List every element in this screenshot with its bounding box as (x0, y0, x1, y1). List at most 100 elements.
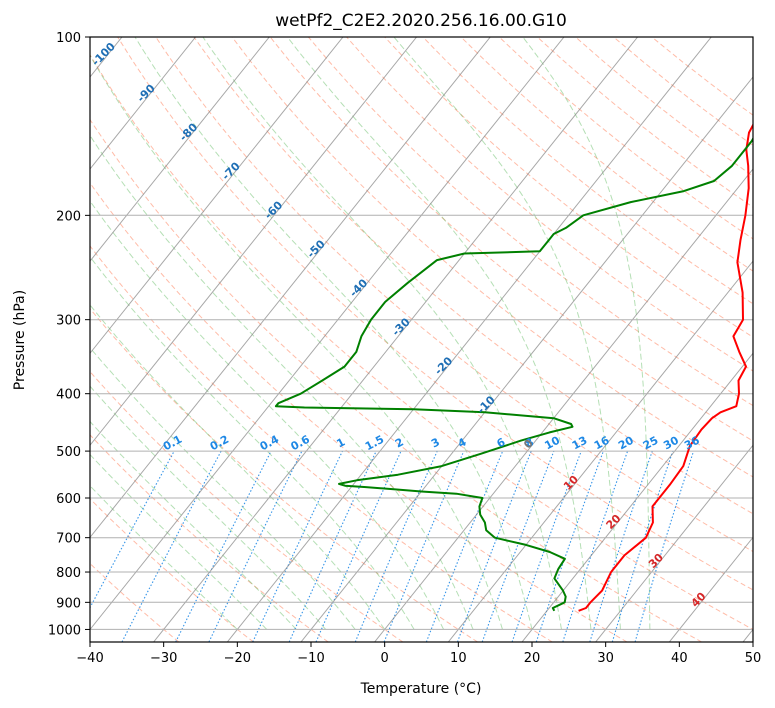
isotherm-line (742, 628, 753, 642)
mixing-ratio-label: 30 (661, 434, 681, 453)
isotherm-label: -90 (135, 81, 158, 104)
isotherm-label: 40 (689, 590, 709, 610)
x-tick-label: −40 (76, 651, 103, 666)
moist-adiabat-line (287, 37, 592, 630)
mixing-ratio-label: 0.2 (208, 433, 231, 454)
mixing-ratio-label: 20 (616, 434, 636, 453)
isotherm-line (521, 352, 753, 642)
isotherm-line (595, 444, 753, 642)
isotherm-label: -80 (177, 120, 200, 143)
isotherm-line (90, 37, 491, 539)
y-tick-label: 500 (56, 445, 81, 460)
moist-adiabat-line (202, 37, 562, 630)
isotherm-label: -30 (390, 315, 413, 338)
mixing-ratio-label: 36 (682, 434, 702, 453)
dry-adiabat-line (231, 37, 753, 478)
profile-lines (274, 123, 753, 612)
mixing-ratio-label: 13 (570, 434, 590, 453)
mixing-ratio-line (634, 450, 695, 642)
isotherm-line (90, 37, 344, 355)
y-tick-label: 900 (56, 596, 81, 611)
dry-adiabat-line (90, 498, 254, 642)
isotherm-line (668, 536, 753, 642)
dry-adiabat-line (575, 37, 753, 177)
mixing-ratio-line (121, 450, 222, 642)
temperature-profile-line (578, 123, 753, 612)
y-tick-label: 800 (56, 566, 81, 581)
plot-frame (89, 36, 754, 643)
isotherm-line (153, 37, 638, 642)
isotherm-label: -60 (262, 198, 285, 221)
isotherm-label: -70 (220, 159, 243, 182)
mixing-ratio-line (288, 450, 377, 642)
x-tick-label: −20 (224, 651, 251, 666)
isotherm-label: -20 (432, 354, 455, 377)
axes: −40 −30 −20 −10 0 10 20 30 40 50 100 200 300 400 500 60… (48, 31, 761, 666)
x-axis-label: Temperature (°C) (360, 681, 482, 697)
mixing-ratio-line (511, 450, 582, 642)
mixing-ratio-line (481, 450, 555, 642)
mixing-ratio-label: 1.5 (363, 433, 386, 454)
isotherm-line (90, 37, 196, 170)
mixing-ratio-line (562, 450, 629, 642)
x-tick-label: 20 (524, 651, 541, 666)
moist-adiabat-line (90, 420, 297, 630)
x-tick-label: 50 (745, 651, 762, 666)
x-tick-label: −10 (297, 651, 324, 666)
moist-adiabat-line (90, 255, 415, 630)
y-tick-label: 200 (56, 209, 81, 224)
mixing-ratio-label: 16 (592, 434, 612, 453)
moist-adiabat-line (90, 134, 474, 630)
isotherm-label: 20 (604, 512, 624, 532)
mixing-ratio-line (589, 450, 653, 642)
mixing-ratio-line (425, 450, 504, 642)
mixing-ratio-label: 0.1 (161, 433, 184, 454)
x-tick-label: 40 (671, 651, 688, 666)
mixing-ratio-line (611, 450, 674, 642)
dewpoint-profile-line (274, 136, 753, 612)
y-axis-label: Pressure (hPa) (12, 290, 28, 390)
mixing-ratio-line (456, 450, 532, 642)
mixing-ratio-line (252, 450, 343, 642)
mixing-ratio-label: 4 (456, 435, 469, 450)
isotherm-line (226, 37, 712, 642)
isotherm-label: -100 (89, 40, 118, 69)
y-tick-label: 700 (56, 532, 81, 547)
dry-adiabat-line (90, 118, 702, 642)
dry-adiabat-line (90, 307, 478, 642)
y-tick-label: 400 (56, 388, 81, 403)
chart-title: wetPf2_C2E2.2020.256.16.00.G10 (275, 11, 567, 31)
y-tick-label: 600 (56, 492, 81, 507)
dry-adiabat-line (346, 37, 753, 372)
dry-adiabat-line (422, 37, 753, 305)
dry-adiabat-line (384, 37, 753, 338)
moist-adiabat-line (90, 453, 268, 630)
dry-adiabat-line (651, 37, 753, 116)
x-tick-label: −30 (150, 651, 177, 666)
dry-adiabat-line (193, 37, 753, 515)
mixing-ratio-line (175, 450, 272, 642)
isotherm-line (447, 260, 753, 642)
mixing-ratio-label: 25 (641, 434, 661, 453)
mixing-ratio-line (535, 450, 604, 642)
mixing-ratio-label: 0.4 (258, 433, 282, 454)
y-tick-label: 300 (56, 314, 81, 329)
dry-adiabat-line (90, 434, 329, 642)
moist-adiabat-line (90, 200, 445, 630)
dry-adiabat-line (90, 53, 753, 630)
mixing-ratio-label: 3 (429, 435, 442, 450)
moist-adiabat-line (522, 37, 651, 630)
moist-adiabat-line (90, 54, 503, 630)
mixing-ratio-line (354, 450, 438, 642)
y-tick-label: 1000 (48, 623, 81, 638)
dry-adiabat-line (90, 370, 404, 642)
mixing-ratio-label: 1 (334, 435, 347, 450)
isotherm-line (90, 37, 270, 262)
dry-adiabat-line (308, 37, 753, 407)
dry-adiabat-line (269, 37, 753, 442)
moist-adiabat-line (90, 485, 238, 630)
x-tick-label: 0 (381, 651, 389, 666)
isotherm-line (90, 37, 417, 447)
moist-adiabat-line (90, 346, 356, 630)
